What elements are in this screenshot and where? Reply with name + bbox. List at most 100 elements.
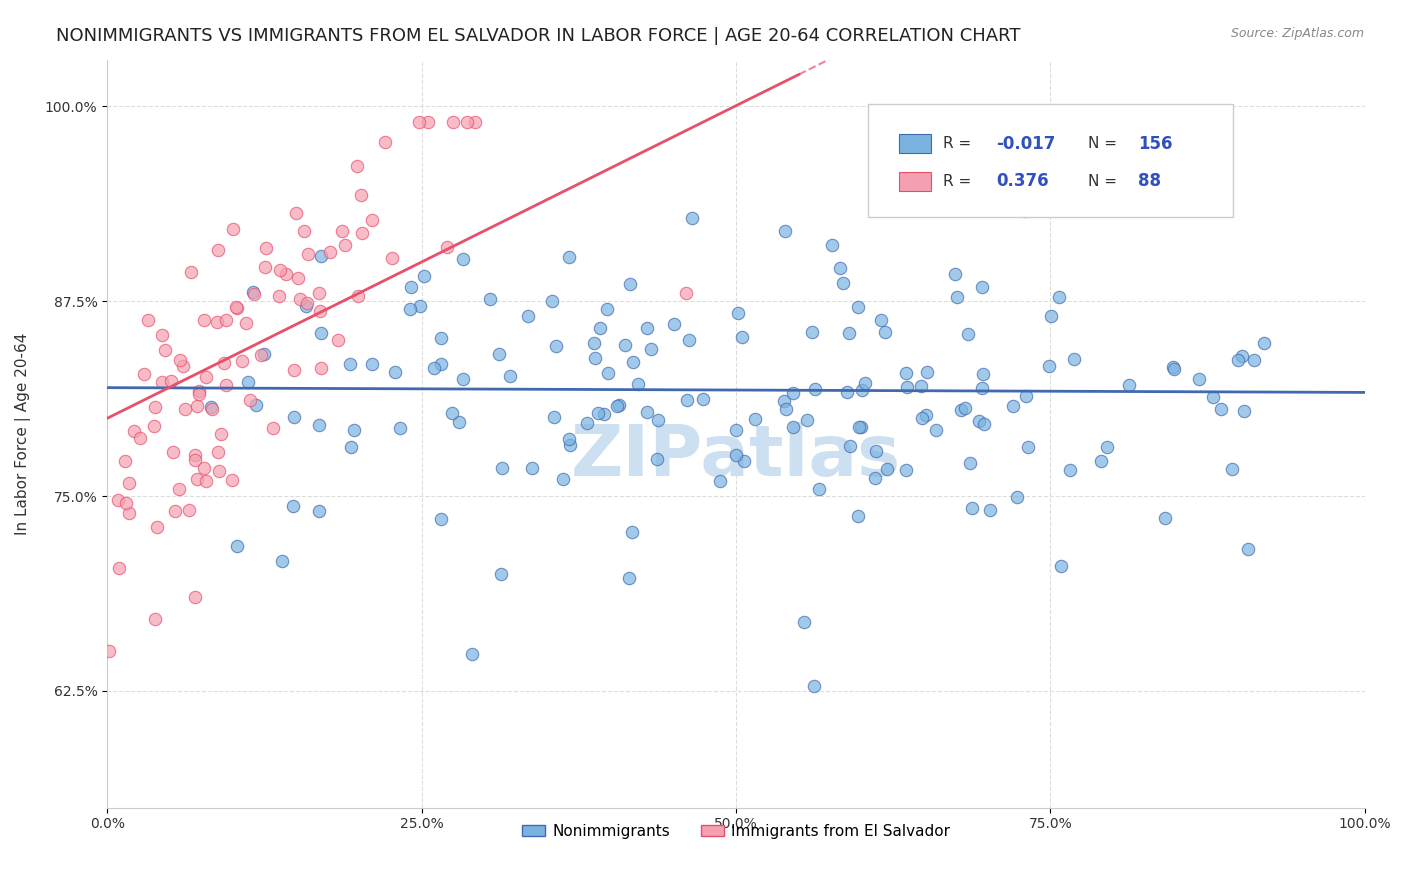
Nonimmigrants — [835, 385, 858, 400]
Nonimmigrants — [808, 483, 831, 497]
Nonimmigrants — [283, 499, 305, 513]
Nonimmigrants — [801, 326, 824, 340]
Nonimmigrants — [360, 357, 382, 371]
Nonimmigrants — [796, 413, 818, 427]
Immigrants from El Salvador — [222, 222, 245, 236]
Nonimmigrants — [384, 365, 406, 379]
Nonimmigrants — [692, 392, 714, 406]
Nonimmigrants — [949, 403, 972, 417]
Immigrants from El Salvador — [187, 384, 209, 398]
Nonimmigrants — [447, 415, 470, 429]
Nonimmigrants — [1040, 309, 1063, 323]
Immigrants from El Salvador — [188, 387, 211, 401]
Immigrants from El Salvador — [194, 474, 217, 488]
Immigrants from El Salvador — [456, 115, 478, 129]
Nonimmigrants — [430, 331, 453, 345]
Nonimmigrants — [271, 553, 294, 567]
Nonimmigrants — [225, 539, 247, 553]
Nonimmigrants — [245, 398, 267, 412]
Nonimmigrants — [491, 460, 513, 475]
Nonimmigrants — [943, 268, 966, 282]
Immigrants from El Salvador — [114, 454, 136, 468]
Immigrants from El Salvador — [150, 375, 173, 389]
Nonimmigrants — [915, 365, 938, 379]
Immigrants from El Salvador — [253, 260, 276, 274]
Immigrants from El Salvador — [107, 492, 129, 507]
Immigrants from El Salvador — [136, 313, 159, 327]
Immigrants from El Salvador — [118, 475, 141, 490]
Nonimmigrants — [589, 321, 612, 335]
Nonimmigrants — [957, 326, 980, 341]
Nonimmigrants — [744, 412, 766, 426]
Immigrants from El Salvador — [441, 115, 464, 129]
Immigrants from El Salvador — [172, 359, 194, 373]
Immigrants from El Salvador — [207, 444, 229, 458]
Text: 88: 88 — [1139, 172, 1161, 190]
Immigrants from El Salvador — [274, 267, 297, 281]
Nonimmigrants — [709, 474, 731, 488]
Nonimmigrants — [782, 420, 804, 434]
Immigrants from El Salvador — [350, 226, 373, 240]
Immigrants from El Salvador — [346, 159, 368, 173]
Nonimmigrants — [1236, 541, 1258, 556]
Immigrants from El Salvador — [186, 472, 208, 486]
Nonimmigrants — [498, 368, 520, 383]
Nonimmigrants — [821, 238, 844, 252]
Nonimmigrants — [541, 294, 564, 309]
Nonimmigrants — [583, 351, 606, 365]
Immigrants from El Salvador — [297, 296, 319, 310]
Immigrants from El Salvador — [464, 115, 486, 129]
Immigrants from El Salvador — [285, 206, 308, 220]
Immigrants from El Salvador — [107, 560, 129, 574]
Nonimmigrants — [896, 463, 918, 477]
Immigrants from El Salvador — [254, 241, 277, 255]
Nonimmigrants — [972, 380, 994, 394]
Nonimmigrants — [876, 462, 898, 476]
Nonimmigrants — [621, 354, 644, 368]
Immigrants from El Salvador — [183, 453, 205, 467]
Nonimmigrants — [838, 326, 860, 340]
Nonimmigrants — [1095, 440, 1118, 454]
Immigrants from El Salvador — [143, 419, 166, 434]
Immigrants from El Salvador — [287, 270, 309, 285]
Text: Source: ZipAtlas.com: Source: ZipAtlas.com — [1230, 27, 1364, 40]
Nonimmigrants — [775, 402, 797, 417]
Nonimmigrants — [645, 451, 668, 466]
Nonimmigrants — [953, 401, 976, 416]
Immigrants from El Salvador — [381, 252, 404, 266]
Immigrants from El Salvador — [169, 353, 191, 368]
Nonimmigrants — [560, 438, 582, 452]
Nonimmigrants — [309, 326, 332, 341]
Immigrants from El Salvador — [283, 363, 305, 377]
Immigrants from El Salvador — [143, 400, 166, 414]
Nonimmigrants — [1154, 510, 1177, 524]
Immigrants from El Salvador — [235, 316, 257, 330]
Immigrants from El Salvador — [205, 315, 228, 329]
Nonimmigrants — [979, 503, 1001, 517]
Nonimmigrants — [865, 444, 887, 458]
Text: N =: N = — [1088, 136, 1122, 152]
Nonimmigrants — [1047, 290, 1070, 304]
Nonimmigrants — [959, 456, 981, 470]
Nonimmigrants — [676, 392, 699, 407]
Nonimmigrants — [1002, 399, 1025, 413]
Legend: Nonimmigrants, Immigrants from El Salvador: Nonimmigrants, Immigrants from El Salvad… — [516, 818, 956, 845]
Nonimmigrants — [489, 567, 512, 582]
Nonimmigrants — [803, 679, 825, 693]
Nonimmigrants — [1063, 351, 1085, 366]
Nonimmigrants — [283, 410, 305, 425]
Nonimmigrants — [839, 439, 862, 453]
Text: 156: 156 — [1139, 135, 1173, 153]
Text: R =: R = — [943, 174, 977, 189]
Immigrants from El Salvador — [319, 244, 342, 259]
Immigrants from El Salvador — [215, 377, 238, 392]
Nonimmigrants — [1012, 204, 1035, 219]
Nonimmigrants — [308, 418, 330, 433]
Nonimmigrants — [340, 440, 363, 454]
Nonimmigrants — [339, 358, 361, 372]
Nonimmigrants — [575, 416, 598, 430]
Nonimmigrants — [1118, 378, 1140, 392]
Immigrants from El Salvador — [180, 265, 202, 279]
Nonimmigrants — [863, 471, 886, 485]
Bar — [900, 135, 931, 153]
